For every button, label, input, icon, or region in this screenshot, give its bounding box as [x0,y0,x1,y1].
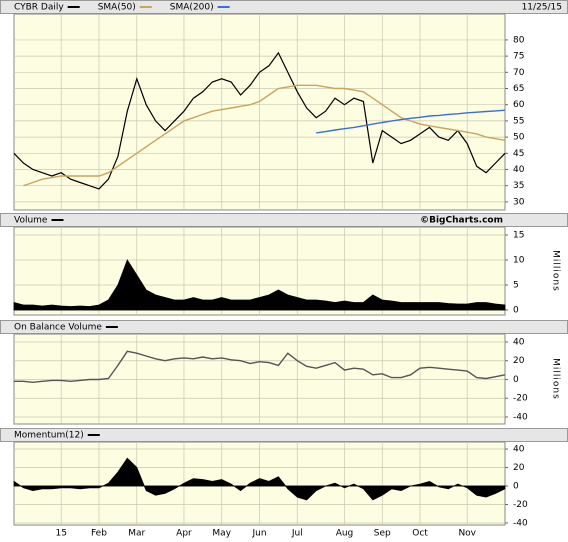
y-tick-label: -20 [513,500,528,510]
x-tick-label: Mar [128,529,145,539]
x-tick-label: 15 [55,529,66,539]
x-tick-label: Aug [336,529,354,539]
credit: ©BigCharts.com [420,216,503,226]
data-area [13,259,506,311]
legend-label: CYBR Daily [14,3,64,13]
panel-title: Volume [14,216,48,226]
y-tick-label: 20 [513,356,525,366]
y-tick-label: 15 [513,231,524,241]
y-tick-label: 10 [513,256,525,266]
x-tick-label: Oct [412,529,428,539]
y-tick-label: 0 [513,375,519,385]
y-tick-label: 40 [513,445,525,455]
y-tick-label: 35 [513,181,524,191]
y-tick-label: 50 [513,133,525,143]
y-axis-label: Millions [551,358,561,400]
y-tick-label: 0 [513,306,519,316]
data-line [316,109,506,134]
panel-header [0,428,568,442]
y-tick-label: 20 [513,463,525,473]
y-tick-label: 65 [513,84,524,94]
y-tick-label: 45 [513,149,524,159]
x-tick-label: Feb [91,529,107,539]
y-tick-label: 30 [513,197,525,207]
y-tick-label: 0 [513,481,519,491]
y-axis-label: Millions [551,250,561,292]
x-tick-label: Sep [374,529,391,539]
data-line [14,350,506,384]
y-tick-label: -40 [513,412,528,422]
x-tick-label: May [212,529,231,539]
y-tick-label: 40 [513,165,525,175]
y-tick-label: 40 [513,337,525,347]
data-line [23,84,506,187]
y-tick-label: -20 [513,394,528,404]
y-tick-label: 60 [513,100,525,110]
y-tick-label: 55 [513,116,524,126]
legend-label: SMA(200) [170,3,214,13]
y-tick-label: 70 [513,68,525,78]
panel-title: Momentum(12) [14,431,84,441]
y-tick-label: 80 [513,35,525,45]
y-tick-label: 75 [513,52,524,62]
date-label: 11/25/15 [522,3,562,13]
panel-header [0,0,568,14]
x-tick-label: Jun [251,529,266,539]
y-tick-label: 5 [513,281,519,291]
x-tick-label: Apr [176,529,192,539]
legend-label: SMA(50) [98,3,136,13]
x-tick-label: Nov [458,529,476,539]
y-tick-label: -40 [513,518,528,528]
data-line [13,51,506,190]
x-tick-label: Jul [291,529,303,539]
panel-title: On Balance Volume [14,323,102,333]
